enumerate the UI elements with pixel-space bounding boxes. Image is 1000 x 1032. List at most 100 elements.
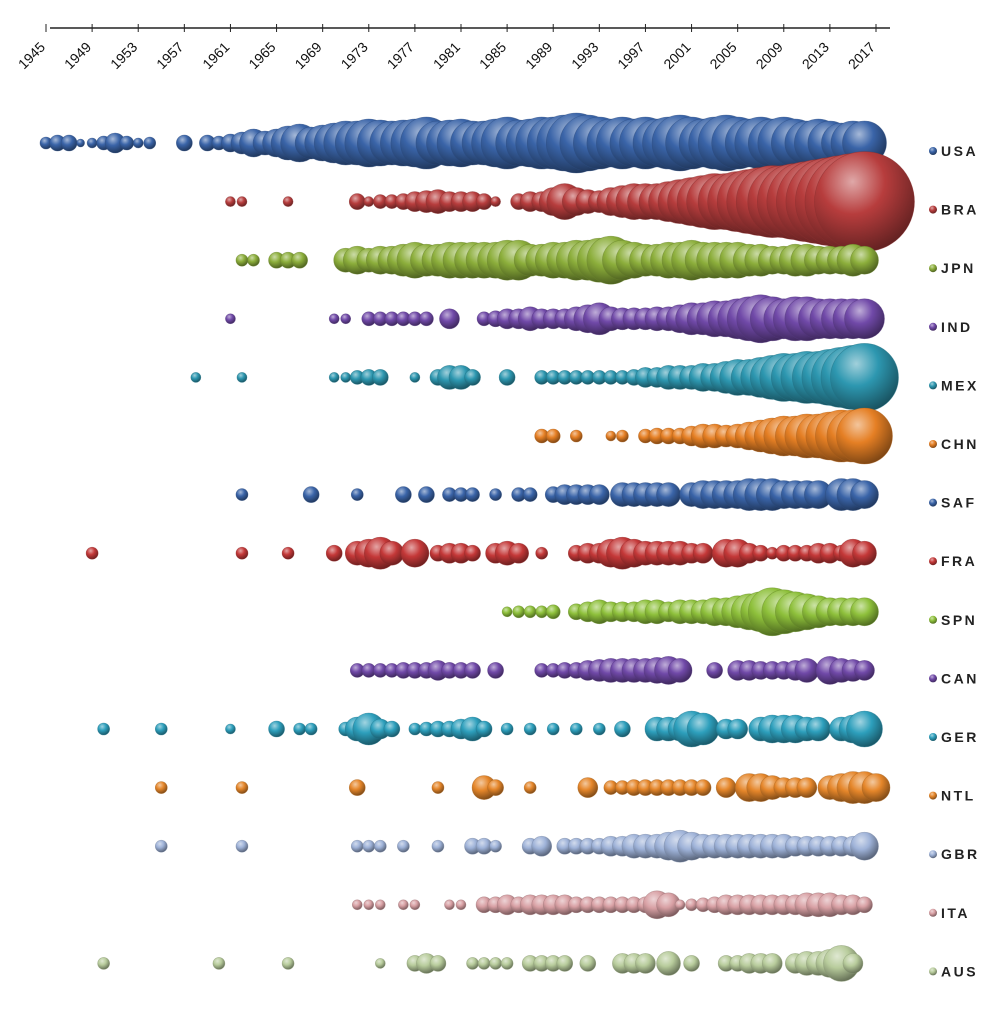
bubble-point	[236, 196, 248, 207]
bubble-point	[475, 720, 493, 738]
bubble-point	[854, 660, 875, 681]
bubble-point	[656, 951, 681, 976]
bubble-point	[247, 253, 260, 267]
bubble-point	[535, 605, 548, 619]
x-tick-label: 2009	[753, 39, 786, 72]
series-marker-icon	[929, 967, 937, 976]
bubble-point	[97, 722, 110, 736]
bubble-point	[465, 487, 480, 502]
x-tick-label: 2005	[706, 39, 739, 72]
bubble-point	[545, 428, 561, 444]
series-label: GBR	[941, 846, 980, 862]
series-marker-icon	[929, 264, 937, 273]
series-label: CAN	[941, 670, 979, 686]
bubble-point	[861, 773, 891, 802]
bubble-point	[523, 605, 537, 619]
bubble-point	[328, 372, 340, 383]
bubble-point	[850, 831, 879, 861]
series-label: SPN	[941, 612, 977, 628]
bubble-point	[304, 722, 318, 736]
x-tick-label: 1981	[430, 39, 463, 72]
bubble-point	[464, 544, 481, 562]
bubble-point	[569, 429, 583, 443]
bubble-point	[489, 488, 502, 501]
bubble-point	[431, 781, 445, 794]
bubble-point	[569, 722, 583, 736]
series-row-usa	[39, 112, 887, 174]
bubble-point	[579, 955, 597, 972]
bubble-point	[383, 720, 401, 738]
bubble-point	[235, 839, 249, 853]
series-row-ita	[351, 890, 873, 920]
bubble-point	[794, 658, 820, 683]
series-marker-icon	[929, 557, 937, 566]
bubble-point	[674, 899, 686, 911]
series-row-jpn	[235, 235, 879, 285]
bubble-point	[281, 546, 295, 560]
bubble-point	[190, 372, 202, 383]
bubble-point	[86, 137, 98, 149]
bubble-point	[409, 372, 421, 383]
bubble-point	[97, 957, 110, 970]
bubble-point	[844, 298, 885, 340]
bubble-point	[235, 488, 249, 501]
bubble-point	[281, 957, 295, 970]
bubble-point	[842, 953, 864, 974]
series-label: JPN	[941, 260, 976, 276]
bubble-point	[282, 196, 294, 207]
bubble-point	[614, 720, 631, 738]
bubble-point	[475, 193, 493, 210]
bubble-point	[546, 722, 560, 736]
series-row-gbr	[154, 829, 879, 863]
bubble-point	[235, 253, 249, 267]
bubble-point	[836, 407, 893, 465]
bubble-point	[340, 313, 352, 325]
series-marker-icon	[929, 674, 937, 683]
bubble-point	[500, 722, 514, 736]
series-label: IND	[941, 319, 973, 335]
bubble-point	[119, 135, 134, 151]
bubble-point	[429, 955, 447, 972]
bubble-point	[268, 720, 285, 738]
bubble-point	[489, 957, 502, 970]
x-tick-label: 1945	[15, 39, 48, 72]
bubble-point	[466, 957, 479, 970]
series-row-mex	[190, 343, 899, 412]
bubble-point	[372, 369, 389, 386]
bubble-point	[846, 710, 883, 748]
series-marker-icon	[929, 147, 937, 155]
series-label: ITA	[941, 905, 970, 921]
series-marker-icon	[929, 615, 937, 624]
bubble-point	[692, 542, 714, 564]
bubble-point	[500, 957, 514, 970]
bubble-point	[806, 716, 831, 742]
bubble-point	[400, 538, 430, 568]
series-label: CHN	[941, 436, 979, 452]
bubble-point	[291, 251, 308, 269]
bubble-point	[235, 546, 249, 560]
bubble-point	[455, 899, 467, 911]
x-tick-label: 1993	[568, 39, 601, 72]
bubble-point	[715, 777, 737, 798]
bubble-point	[531, 835, 552, 857]
bubble-point	[236, 372, 248, 383]
bubble-point	[616, 429, 629, 443]
bubble-point	[545, 604, 561, 620]
bubble-point	[76, 138, 85, 148]
bubble-point	[143, 136, 157, 150]
series-label: FRA	[941, 553, 977, 569]
bubble-point	[498, 369, 516, 386]
bubble-point	[409, 899, 421, 911]
series-row-ind	[225, 294, 885, 344]
bubble-point	[340, 372, 352, 383]
series-label: AUS	[941, 963, 978, 979]
series-marker-icon	[929, 440, 937, 448]
x-axis-ticks: 1945 1949 1953 1957 1961 1965 1969 1973 1977 1981…	[15, 24, 878, 72]
bubble-point	[363, 899, 375, 911]
x-tick-label: 1985	[476, 39, 509, 72]
series-label: BRA	[941, 202, 979, 218]
series-marker-icon	[929, 381, 937, 390]
x-tick-label: 1997	[614, 39, 647, 72]
bubble-point	[593, 722, 606, 736]
bubble-point	[656, 482, 681, 507]
